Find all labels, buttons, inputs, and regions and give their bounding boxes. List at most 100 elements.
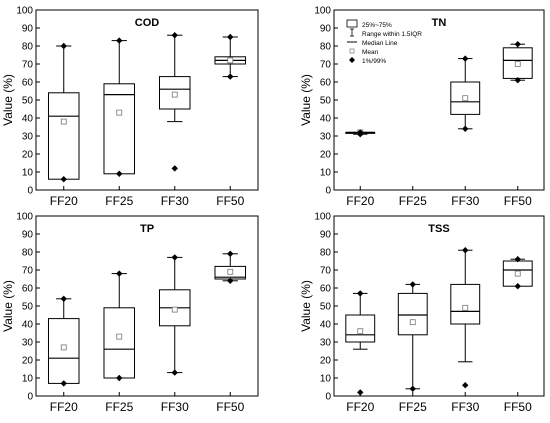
y-tick-label: 20 <box>320 356 332 367</box>
y-axis-label: Value (%) <box>299 74 313 126</box>
y-tick-label: 90 <box>320 24 332 35</box>
y-tick-label: 40 <box>22 114 34 125</box>
box-ff20 <box>345 290 376 396</box>
y-tick-label: 40 <box>320 320 332 331</box>
y-tick-label: 70 <box>320 60 332 71</box>
iqr-box <box>47 318 80 384</box>
x-tick-label: FF50 <box>216 194 244 208</box>
legend-entry-label: Mean <box>362 49 379 56</box>
mean-marker <box>357 328 364 335</box>
y-tick-label: 80 <box>320 248 332 259</box>
box-ff30 <box>450 247 481 389</box>
mean-marker <box>514 270 521 277</box>
iqr-box <box>103 307 136 379</box>
iqr-box <box>103 83 136 175</box>
p99-marker <box>357 129 364 136</box>
iqr-box <box>47 92 80 180</box>
mean-marker <box>227 268 234 275</box>
y-tick-label: 100 <box>16 6 33 17</box>
p99-marker <box>171 254 178 261</box>
y-tick-label: 60 <box>320 284 332 295</box>
chart-title: TP <box>140 223 154 235</box>
iqr-box <box>450 283 481 325</box>
box-ff25 <box>103 270 136 382</box>
box-ff20 <box>345 129 376 138</box>
box-ff20 <box>47 295 80 387</box>
mean-marker <box>227 57 234 64</box>
p1-marker <box>227 73 234 80</box>
mean-marker <box>462 95 469 102</box>
y-tick-label: 0 <box>325 186 331 197</box>
y-tick-label: 50 <box>320 96 332 107</box>
p1-marker <box>227 277 234 284</box>
y-tick-label: 100 <box>314 212 331 223</box>
y-tick-label: 100 <box>16 212 33 223</box>
y-tick-label: 90 <box>22 230 34 241</box>
box-ff30 <box>450 55 481 132</box>
plot-frame <box>333 215 545 397</box>
legend-entry-label: 25%~75% <box>362 22 392 29</box>
p99-marker <box>227 33 234 41</box>
y-tick-label: 60 <box>320 78 332 89</box>
y-tick-label: 30 <box>320 132 332 143</box>
p99-marker <box>462 247 469 254</box>
p99-marker <box>514 41 521 48</box>
y-tick-label: 0 <box>325 392 331 403</box>
p99-marker <box>409 281 416 288</box>
mean-marker <box>60 344 67 351</box>
p1-marker <box>462 382 469 389</box>
p1-marker <box>357 389 364 396</box>
y-tick-label: 20 <box>22 356 34 367</box>
legend: 25%~75% Range within 1.5IQR Median Line Mea… <box>346 19 422 65</box>
mean-marker <box>462 304 469 311</box>
chart-panel-tss: 0 10 20 30 40 50 60 70 80 90 100 Value (%) TSS FF20 FF… <box>299 212 545 414</box>
y-tick-label: 50 <box>320 302 332 313</box>
y-tick-label: 20 <box>320 150 332 161</box>
y-tick-label: 80 <box>320 42 332 53</box>
mean-marker <box>409 319 416 326</box>
x-tick-label: FF30 <box>451 194 479 208</box>
x-tick-label: FF20 <box>50 194 78 208</box>
legend-entry-label: Median Line <box>362 40 398 47</box>
y-tick-label: 60 <box>22 284 34 295</box>
y-tick-label: 30 <box>22 132 34 143</box>
mean-marker <box>116 333 123 340</box>
y-tick-label: 50 <box>22 302 34 313</box>
x-tick-label: FF25 <box>399 400 427 414</box>
mean-marker <box>171 91 178 98</box>
p99-marker <box>227 250 234 257</box>
legend-entry-label: Range within 1.5IQR <box>362 31 422 38</box>
y-tick-label: 10 <box>320 374 332 385</box>
chart-panel-tn: 0 10 20 30 40 50 60 70 80 90 100 Value (%) TN FF20 FF2… <box>299 6 545 208</box>
p99-marker <box>462 55 469 62</box>
p1-marker <box>116 170 123 177</box>
x-tick-label: FF50 <box>504 194 532 208</box>
box-ff50 <box>502 41 533 84</box>
p99-marker <box>116 270 123 277</box>
y-tick-label: 0 <box>27 186 33 197</box>
y-tick-label: 60 <box>22 78 34 89</box>
y-axis-label: Value (%) <box>1 74 15 126</box>
mean-marker <box>171 306 178 313</box>
box-ff30 <box>158 254 191 376</box>
mean-marker <box>514 61 521 67</box>
legend-percentile-symbol <box>349 57 355 63</box>
p1-marker <box>171 165 178 172</box>
x-tick-label: FF20 <box>346 400 374 414</box>
y-tick-label: 40 <box>22 320 34 331</box>
y-tick-label: 20 <box>22 150 34 161</box>
legend-box-symbol <box>346 19 358 28</box>
legend-entry-label: 1%/99% <box>362 58 386 65</box>
box-ff50 <box>502 256 533 290</box>
x-tick-label: FF20 <box>50 400 78 414</box>
box-ff25 <box>397 281 428 392</box>
y-tick-label: 100 <box>314 6 331 17</box>
p1-marker <box>60 176 67 183</box>
p99-marker <box>357 290 364 297</box>
y-tick-label: 0 <box>27 392 33 403</box>
mean-marker <box>116 109 123 116</box>
y-tick-label: 80 <box>22 248 34 259</box>
y-axis-label: Value (%) <box>1 280 15 332</box>
x-tick-label: FF25 <box>399 194 427 208</box>
x-tick-label: FF25 <box>105 194 133 208</box>
